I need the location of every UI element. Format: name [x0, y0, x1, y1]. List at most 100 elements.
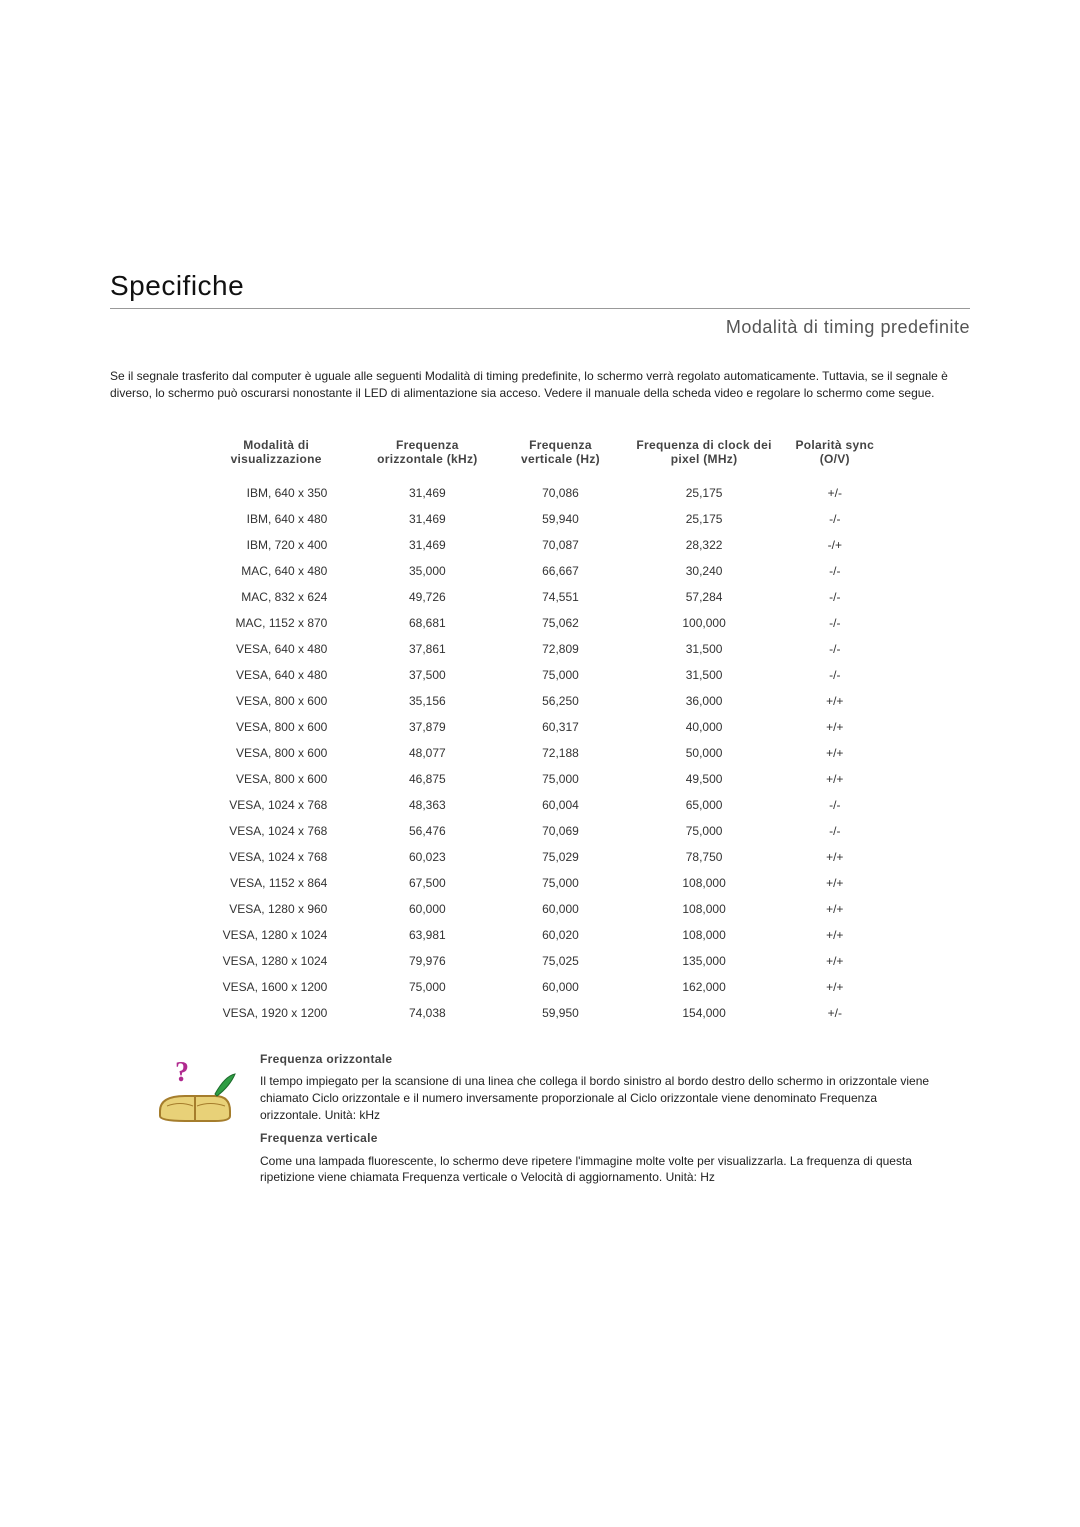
table-cell: VESA, 1280 x 1024: [195, 948, 357, 974]
table-cell: 60,020: [497, 922, 623, 948]
table-cell: 75,029: [497, 844, 623, 870]
table-cell: 49,500: [624, 766, 785, 792]
table-cell: 60,000: [497, 974, 623, 1000]
table-row: VESA, 1280 x 102463,98160,020108,000+/+: [195, 922, 885, 948]
table-cell: 31,469: [357, 480, 497, 506]
table-cell: 60,023: [357, 844, 497, 870]
table-cell: -/-: [785, 506, 885, 532]
table-cell: 25,175: [624, 480, 785, 506]
table-row: VESA, 1280 x 96060,00060,000108,000+/+: [195, 896, 885, 922]
definitions-text: Frequenza orizzontale Il tempo impiegato…: [260, 1051, 930, 1193]
table-row: VESA, 1024 x 76856,47670,06975,000-/-: [195, 818, 885, 844]
table-cell: 60,000: [497, 896, 623, 922]
table-cell: 36,000: [624, 688, 785, 714]
table-cell: 60,004: [497, 792, 623, 818]
table-row: VESA, 800 x 60037,87960,31740,000+/+: [195, 714, 885, 740]
table-cell: 162,000: [624, 974, 785, 1000]
hfreq-term: Frequenza orizzontale: [260, 1051, 930, 1068]
table-cell: 74,038: [357, 1000, 497, 1026]
table-cell: VESA, 800 x 600: [195, 688, 357, 714]
table-cell: -/-: [785, 662, 885, 688]
table-cell: VESA, 800 x 600: [195, 740, 357, 766]
table-row: VESA, 1024 x 76848,36360,00465,000-/-: [195, 792, 885, 818]
table-cell: 48,363: [357, 792, 497, 818]
table-cell: 108,000: [624, 896, 785, 922]
table-row: VESA, 800 x 60035,15656,25036,000+/+: [195, 688, 885, 714]
table-row: IBM, 640 x 48031,46959,94025,175-/-: [195, 506, 885, 532]
table-row: VESA, 800 x 60048,07772,18850,000+/+: [195, 740, 885, 766]
table-cell: 59,950: [497, 1000, 623, 1026]
table-cell: VESA, 1280 x 1024: [195, 922, 357, 948]
table-cell: IBM, 640 x 350: [195, 480, 357, 506]
table-cell: 60,317: [497, 714, 623, 740]
table-cell: +/+: [785, 766, 885, 792]
table-cell: 78,750: [624, 844, 785, 870]
table-cell: 50,000: [624, 740, 785, 766]
table-cell: 28,322: [624, 532, 785, 558]
table-cell: VESA, 1024 x 768: [195, 818, 357, 844]
table-cell: 72,188: [497, 740, 623, 766]
table-cell: VESA, 1152 x 864: [195, 870, 357, 896]
column-header: Frequenza verticale (Hz): [497, 432, 623, 480]
table-cell: +/+: [785, 974, 885, 1000]
table-cell: 75,000: [497, 870, 623, 896]
table-cell: VESA, 640 x 480: [195, 662, 357, 688]
table-cell: +/+: [785, 922, 885, 948]
table-cell: IBM, 720 x 400: [195, 532, 357, 558]
table-cell: 49,726: [357, 584, 497, 610]
table-cell: +/+: [785, 714, 885, 740]
table-cell: MAC, 640 x 480: [195, 558, 357, 584]
table-cell: VESA, 800 x 600: [195, 714, 357, 740]
table-cell: 56,250: [497, 688, 623, 714]
column-header: Frequenza di clock dei pixel (MHz): [624, 432, 785, 480]
table-cell: 75,000: [624, 818, 785, 844]
table-cell: 30,240: [624, 558, 785, 584]
table-cell: 37,500: [357, 662, 497, 688]
table-row: IBM, 720 x 40031,46970,08728,322-/+: [195, 532, 885, 558]
table-cell: +/-: [785, 480, 885, 506]
table-row: VESA, 1920 x 120074,03859,950154,000+/-: [195, 1000, 885, 1026]
table-cell: VESA, 1280 x 960: [195, 896, 357, 922]
table-cell: VESA, 1024 x 768: [195, 844, 357, 870]
table-cell: 65,000: [624, 792, 785, 818]
table-cell: 70,087: [497, 532, 623, 558]
timing-table: Modalità di visualizzazioneFrequenza ori…: [195, 432, 885, 1026]
table-cell: 59,940: [497, 506, 623, 532]
table-head: Modalità di visualizzazioneFrequenza ori…: [195, 432, 885, 480]
table-cell: 68,681: [357, 610, 497, 636]
table-cell: 66,667: [497, 558, 623, 584]
table-cell: IBM, 640 x 480: [195, 506, 357, 532]
table-cell: 56,476: [357, 818, 497, 844]
table-cell: 67,500: [357, 870, 497, 896]
table-cell: 108,000: [624, 870, 785, 896]
column-header: Polarità sync (O/V): [785, 432, 885, 480]
table-cell: VESA, 640 x 480: [195, 636, 357, 662]
note-icon: ?: [150, 1051, 240, 1131]
table-cell: 37,861: [357, 636, 497, 662]
table-cell: 75,025: [497, 948, 623, 974]
table-cell: -/-: [785, 584, 885, 610]
table-cell: -/-: [785, 610, 885, 636]
table-cell: 35,156: [357, 688, 497, 714]
table-row: VESA, 800 x 60046,87575,00049,500+/+: [195, 766, 885, 792]
table-cell: VESA, 1920 x 1200: [195, 1000, 357, 1026]
table-cell: 48,077: [357, 740, 497, 766]
vfreq-term: Frequenza verticale: [260, 1130, 930, 1147]
table-row: VESA, 1152 x 86467,50075,000108,000+/+: [195, 870, 885, 896]
table-cell: +/+: [785, 896, 885, 922]
hfreq-body: Il tempo impiegato per la scansione di u…: [260, 1073, 930, 1123]
table-cell: 31,500: [624, 662, 785, 688]
table-row: IBM, 640 x 35031,46970,08625,175+/-: [195, 480, 885, 506]
table-cell: 37,879: [357, 714, 497, 740]
table-cell: VESA, 1600 x 1200: [195, 974, 357, 1000]
table-cell: 31,500: [624, 636, 785, 662]
table-cell: 31,469: [357, 506, 497, 532]
table-cell: 46,875: [357, 766, 497, 792]
table-row: VESA, 1024 x 76860,02375,02978,750+/+: [195, 844, 885, 870]
table-cell: 75,062: [497, 610, 623, 636]
table-cell: +/+: [785, 844, 885, 870]
table-cell: +/+: [785, 688, 885, 714]
title-block: Specifiche: [110, 270, 970, 309]
table-cell: 60,000: [357, 896, 497, 922]
table-cell: 75,000: [357, 974, 497, 1000]
